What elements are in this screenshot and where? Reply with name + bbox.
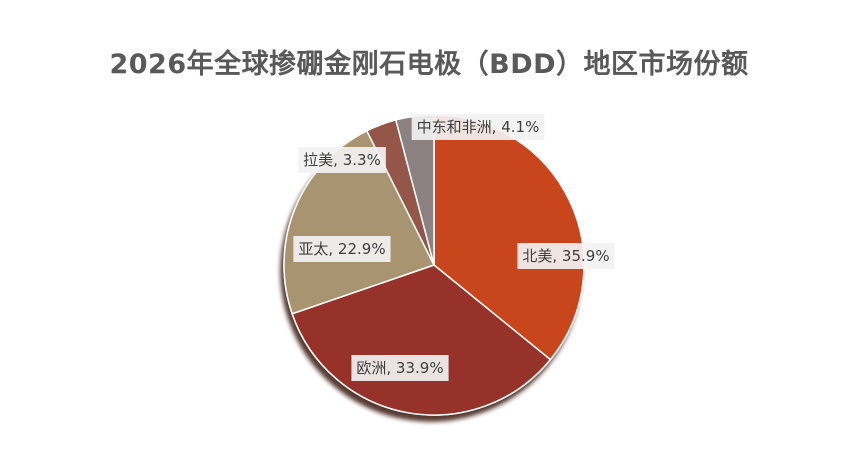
chart-title: 2026年全球掺硼金刚石电极（BDD）地区市场份额	[109, 49, 749, 80]
data-label-text-4: 中东和非洲, 4.1%	[417, 118, 540, 136]
data-label-text-0: 北美, 35.9%	[522, 247, 609, 265]
data-label-text-2: 亚太, 22.9%	[298, 240, 385, 258]
data-label-text-3: 拉美, 3.3%	[303, 151, 381, 169]
data-label-3: 拉美, 3.3%	[298, 147, 386, 173]
data-label-text-1: 欧洲, 33.9%	[356, 359, 443, 377]
data-label-1: 欧洲, 33.9%	[351, 355, 449, 381]
data-label-2: 亚太, 22.9%	[293, 236, 391, 262]
pie-slice-2	[283, 129, 436, 315]
data-label-4: 中东和非洲, 4.1%	[411, 114, 545, 140]
data-label-0: 北美, 35.9%	[517, 243, 615, 269]
